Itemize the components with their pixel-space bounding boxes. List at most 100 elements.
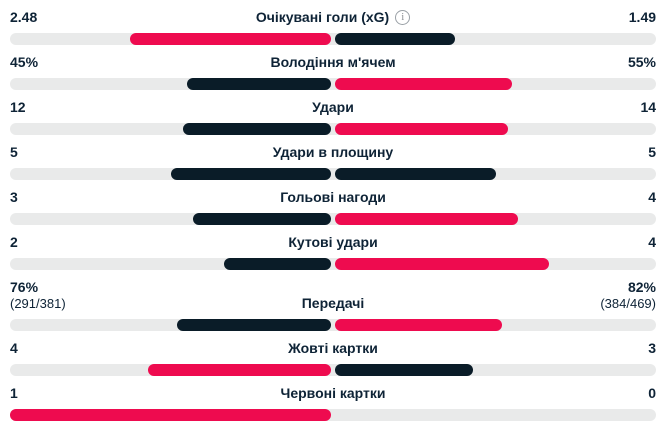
info-icon[interactable]: i — [395, 10, 411, 25]
away-value: 14 — [354, 99, 656, 116]
stat-label-text: Володіння м'ячем — [270, 54, 396, 70]
stat-bar-track — [10, 123, 656, 135]
stat-label: Передачі — [302, 295, 365, 312]
home-stat-bar — [176, 319, 331, 331]
stat-row-header: 45% Володіння м'ячем 55% — [10, 54, 656, 71]
stat-label: Кутові удари — [288, 234, 377, 251]
stat-row: 1 Червоні картки 0 — [10, 385, 656, 421]
away-value-main: 82% — [627, 279, 656, 295]
stat-row: 3 Гольові нагоди 4 — [10, 189, 656, 225]
away-stat-bar — [335, 213, 519, 225]
stat-label: Володіння м'ячем — [270, 54, 395, 71]
away-value: 3 — [378, 340, 656, 357]
away-stat-bar — [335, 258, 549, 270]
away-value-main: 3 — [648, 340, 656, 356]
stat-label: Жовті картки — [288, 340, 378, 357]
stat-bar-track — [10, 168, 656, 180]
home-value: 76% (291/381) — [10, 279, 302, 312]
away-value: 5 — [393, 144, 656, 161]
stat-label-text: Передачі — [301, 295, 365, 311]
home-value: 1 — [10, 385, 281, 402]
stat-label-text: Червоні картки — [280, 385, 386, 401]
home-value: 3 — [10, 189, 280, 206]
stat-row: 2.48 Очікувані голи (xG) i 1.49 — [10, 9, 656, 45]
home-stat-bar — [147, 364, 331, 376]
home-value-main: 76% — [10, 279, 39, 295]
stat-row-header: 1 Червоні картки 0 — [10, 385, 656, 402]
away-value-main: 0 — [648, 385, 657, 401]
home-stat-bar — [130, 33, 331, 45]
stat-row-header: 12 Удари 14 — [10, 99, 656, 116]
home-value-main: 12 — [10, 99, 26, 115]
home-value-main: 5 — [10, 144, 18, 160]
home-value: 4 — [10, 340, 288, 357]
stat-label: Удари — [312, 99, 354, 116]
away-value: 55% — [396, 54, 656, 71]
home-value-main: 3 — [10, 189, 18, 205]
stat-row-header: 3 Гольові нагоди 4 — [10, 189, 656, 206]
home-stat-bar — [10, 409, 331, 421]
home-value: 12 — [10, 99, 312, 116]
home-value-main: 2 — [10, 234, 18, 250]
stat-row: 12 Удари 14 — [10, 99, 656, 135]
away-value: 4 — [386, 189, 656, 206]
home-stat-bar — [224, 258, 331, 270]
stat-row-header: 76% (291/381) Передачі 82% (384/469) — [10, 279, 656, 312]
away-stat-bar — [335, 168, 496, 180]
stat-row-header: 4 Жовті картки 3 — [10, 340, 656, 357]
home-stat-bar — [170, 168, 331, 180]
stat-bar-track — [10, 258, 656, 270]
stat-label: Удари в площину — [273, 144, 393, 161]
home-value: 2.48 — [10, 9, 256, 26]
stat-row-header: 2 Кутові удари 4 — [10, 234, 656, 251]
stat-row: 76% (291/381) Передачі 82% (384/469) — [10, 279, 656, 331]
stat-label: Червоні картки — [281, 385, 386, 402]
stat-label-text: Гольові нагоди — [280, 189, 386, 205]
away-value-main: 1.49 — [628, 9, 657, 25]
home-value: 2 — [10, 234, 288, 251]
away-stat-bar — [335, 33, 456, 45]
stat-bar-track — [10, 213, 656, 225]
home-value-main: 45% — [10, 54, 39, 70]
away-value-secondary: (384/469) — [600, 296, 656, 311]
away-value: 82% (384/469) — [364, 279, 656, 312]
home-value-main: 4 — [10, 340, 18, 356]
stat-bar-track — [10, 364, 656, 376]
stat-label: Гольові нагоди — [280, 189, 386, 206]
home-value-main: 1 — [10, 385, 18, 401]
away-stat-bar — [335, 78, 512, 90]
stat-label-text: Очікувані голи (xG) — [255, 9, 390, 25]
away-value: 1.49 — [410, 9, 656, 26]
stat-row-header: 5 Удари в площину 5 — [10, 144, 656, 161]
away-value: 0 — [386, 385, 657, 402]
away-value-main: 4 — [648, 234, 657, 250]
home-stat-bar — [186, 78, 331, 90]
stat-bar-track — [10, 33, 656, 45]
stat-label-text: Кутові удари — [288, 234, 378, 250]
stat-label: Очікувані голи (xG) i — [255, 9, 411, 26]
away-value: 4 — [378, 234, 656, 251]
away-stat-bar — [335, 319, 502, 331]
home-stat-bar — [182, 123, 331, 135]
home-stat-bar — [193, 213, 331, 225]
stat-label-text: Удари — [312, 99, 354, 115]
stat-row: 45% Володіння м'ячем 55% — [10, 54, 656, 90]
stat-row: 4 Жовті картки 3 — [10, 340, 656, 376]
away-value-main: 14 — [640, 99, 657, 115]
stat-bar-track — [10, 409, 656, 421]
away-value-main: 4 — [648, 189, 657, 205]
stat-label-text: Жовті картки — [288, 340, 378, 356]
away-stat-bar — [335, 364, 473, 376]
stat-bar-track — [10, 319, 656, 331]
stat-bar-track — [10, 78, 656, 90]
stat-row: 5 Удари в площину 5 — [10, 144, 656, 180]
stat-label-text: Удари в площину — [272, 144, 394, 160]
home-value: 45% — [10, 54, 270, 71]
away-value-main: 55% — [627, 54, 657, 70]
home-value: 5 — [10, 144, 273, 161]
away-stat-bar — [335, 123, 508, 135]
home-value-main: 2.48 — [10, 9, 38, 25]
home-value-secondary: (291/381) — [10, 296, 66, 311]
stat-row: 2 Кутові удари 4 — [10, 234, 656, 270]
